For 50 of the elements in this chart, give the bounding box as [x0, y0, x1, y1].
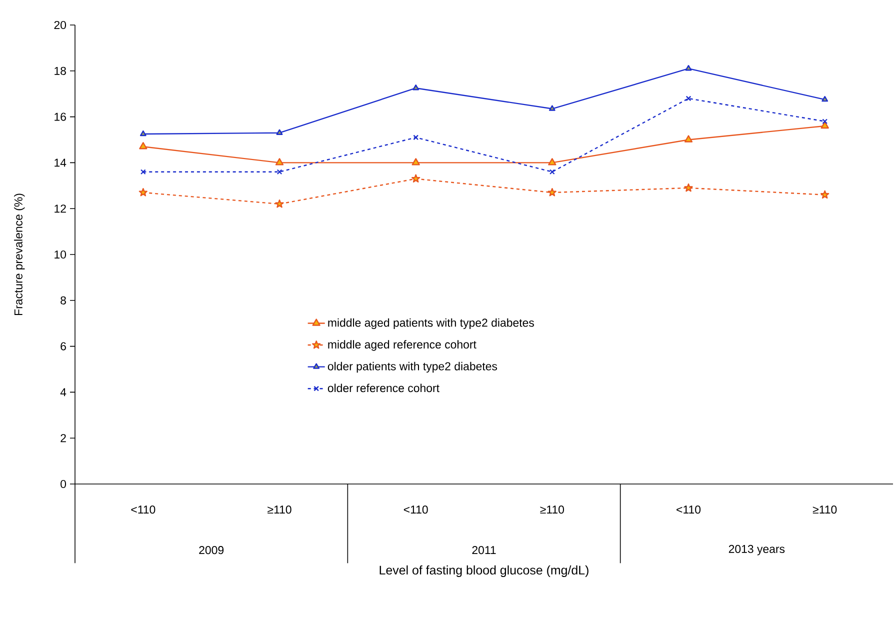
y-tick-label: 6 [60, 342, 66, 350]
y-tick-label: 20 [54, 20, 66, 30]
point [548, 105, 556, 111]
x-tick-label: ≥110 [812, 506, 837, 514]
point [684, 135, 693, 142]
y-tick-label: 0 [60, 480, 66, 488]
x-tick-label: <110 [676, 506, 701, 514]
point [413, 134, 419, 140]
point [412, 174, 420, 183]
point [138, 188, 148, 196]
y-tick-label: 16 [54, 112, 66, 121]
legend-label: middle aged reference cohort [328, 340, 476, 351]
point [412, 84, 420, 90]
text: 2009 [199, 546, 224, 554]
point [140, 130, 146, 136]
legend-label: middle aged patients with type2 diabetes [328, 318, 534, 330]
y-tick-label: 14 [54, 158, 66, 167]
point [276, 169, 282, 175]
point [412, 158, 420, 166]
y-tick-label: 2 [60, 434, 66, 442]
point [820, 121, 829, 129]
x-tick-label: ≥110 [540, 506, 564, 514]
point [685, 65, 692, 71]
y-tick-label: 4 [60, 388, 66, 396]
y-tick-label: 10 [54, 250, 66, 259]
point [276, 129, 283, 135]
point [548, 158, 556, 166]
x-tick-label: ≥110 [268, 506, 292, 514]
point [275, 158, 284, 166]
point [822, 118, 828, 124]
text: 2011 [472, 546, 496, 554]
x-axis-title: Level of fasting blood glucose (mg/dL) [380, 565, 588, 578]
point [684, 183, 693, 192]
y-axis-title: Fracture prevalence (%) [14, 194, 25, 316]
y-tick-label: 18 [54, 66, 66, 75]
legend-label: older reference cohort [328, 384, 440, 392]
point [275, 200, 284, 208]
legend-label: older patients with type2 diabetes [328, 362, 498, 373]
y-tick-label: 12 [54, 204, 66, 213]
point [140, 169, 146, 175]
text: 2013 years [728, 544, 785, 556]
y-tick-label: 8 [60, 296, 66, 304]
x-tick-label: <110 [404, 506, 428, 514]
point [139, 142, 148, 150]
point [820, 190, 830, 199]
point [686, 96, 692, 102]
point [822, 96, 828, 102]
point [548, 188, 556, 196]
x-tick-label: <110 [131, 506, 156, 514]
point [549, 169, 555, 175]
